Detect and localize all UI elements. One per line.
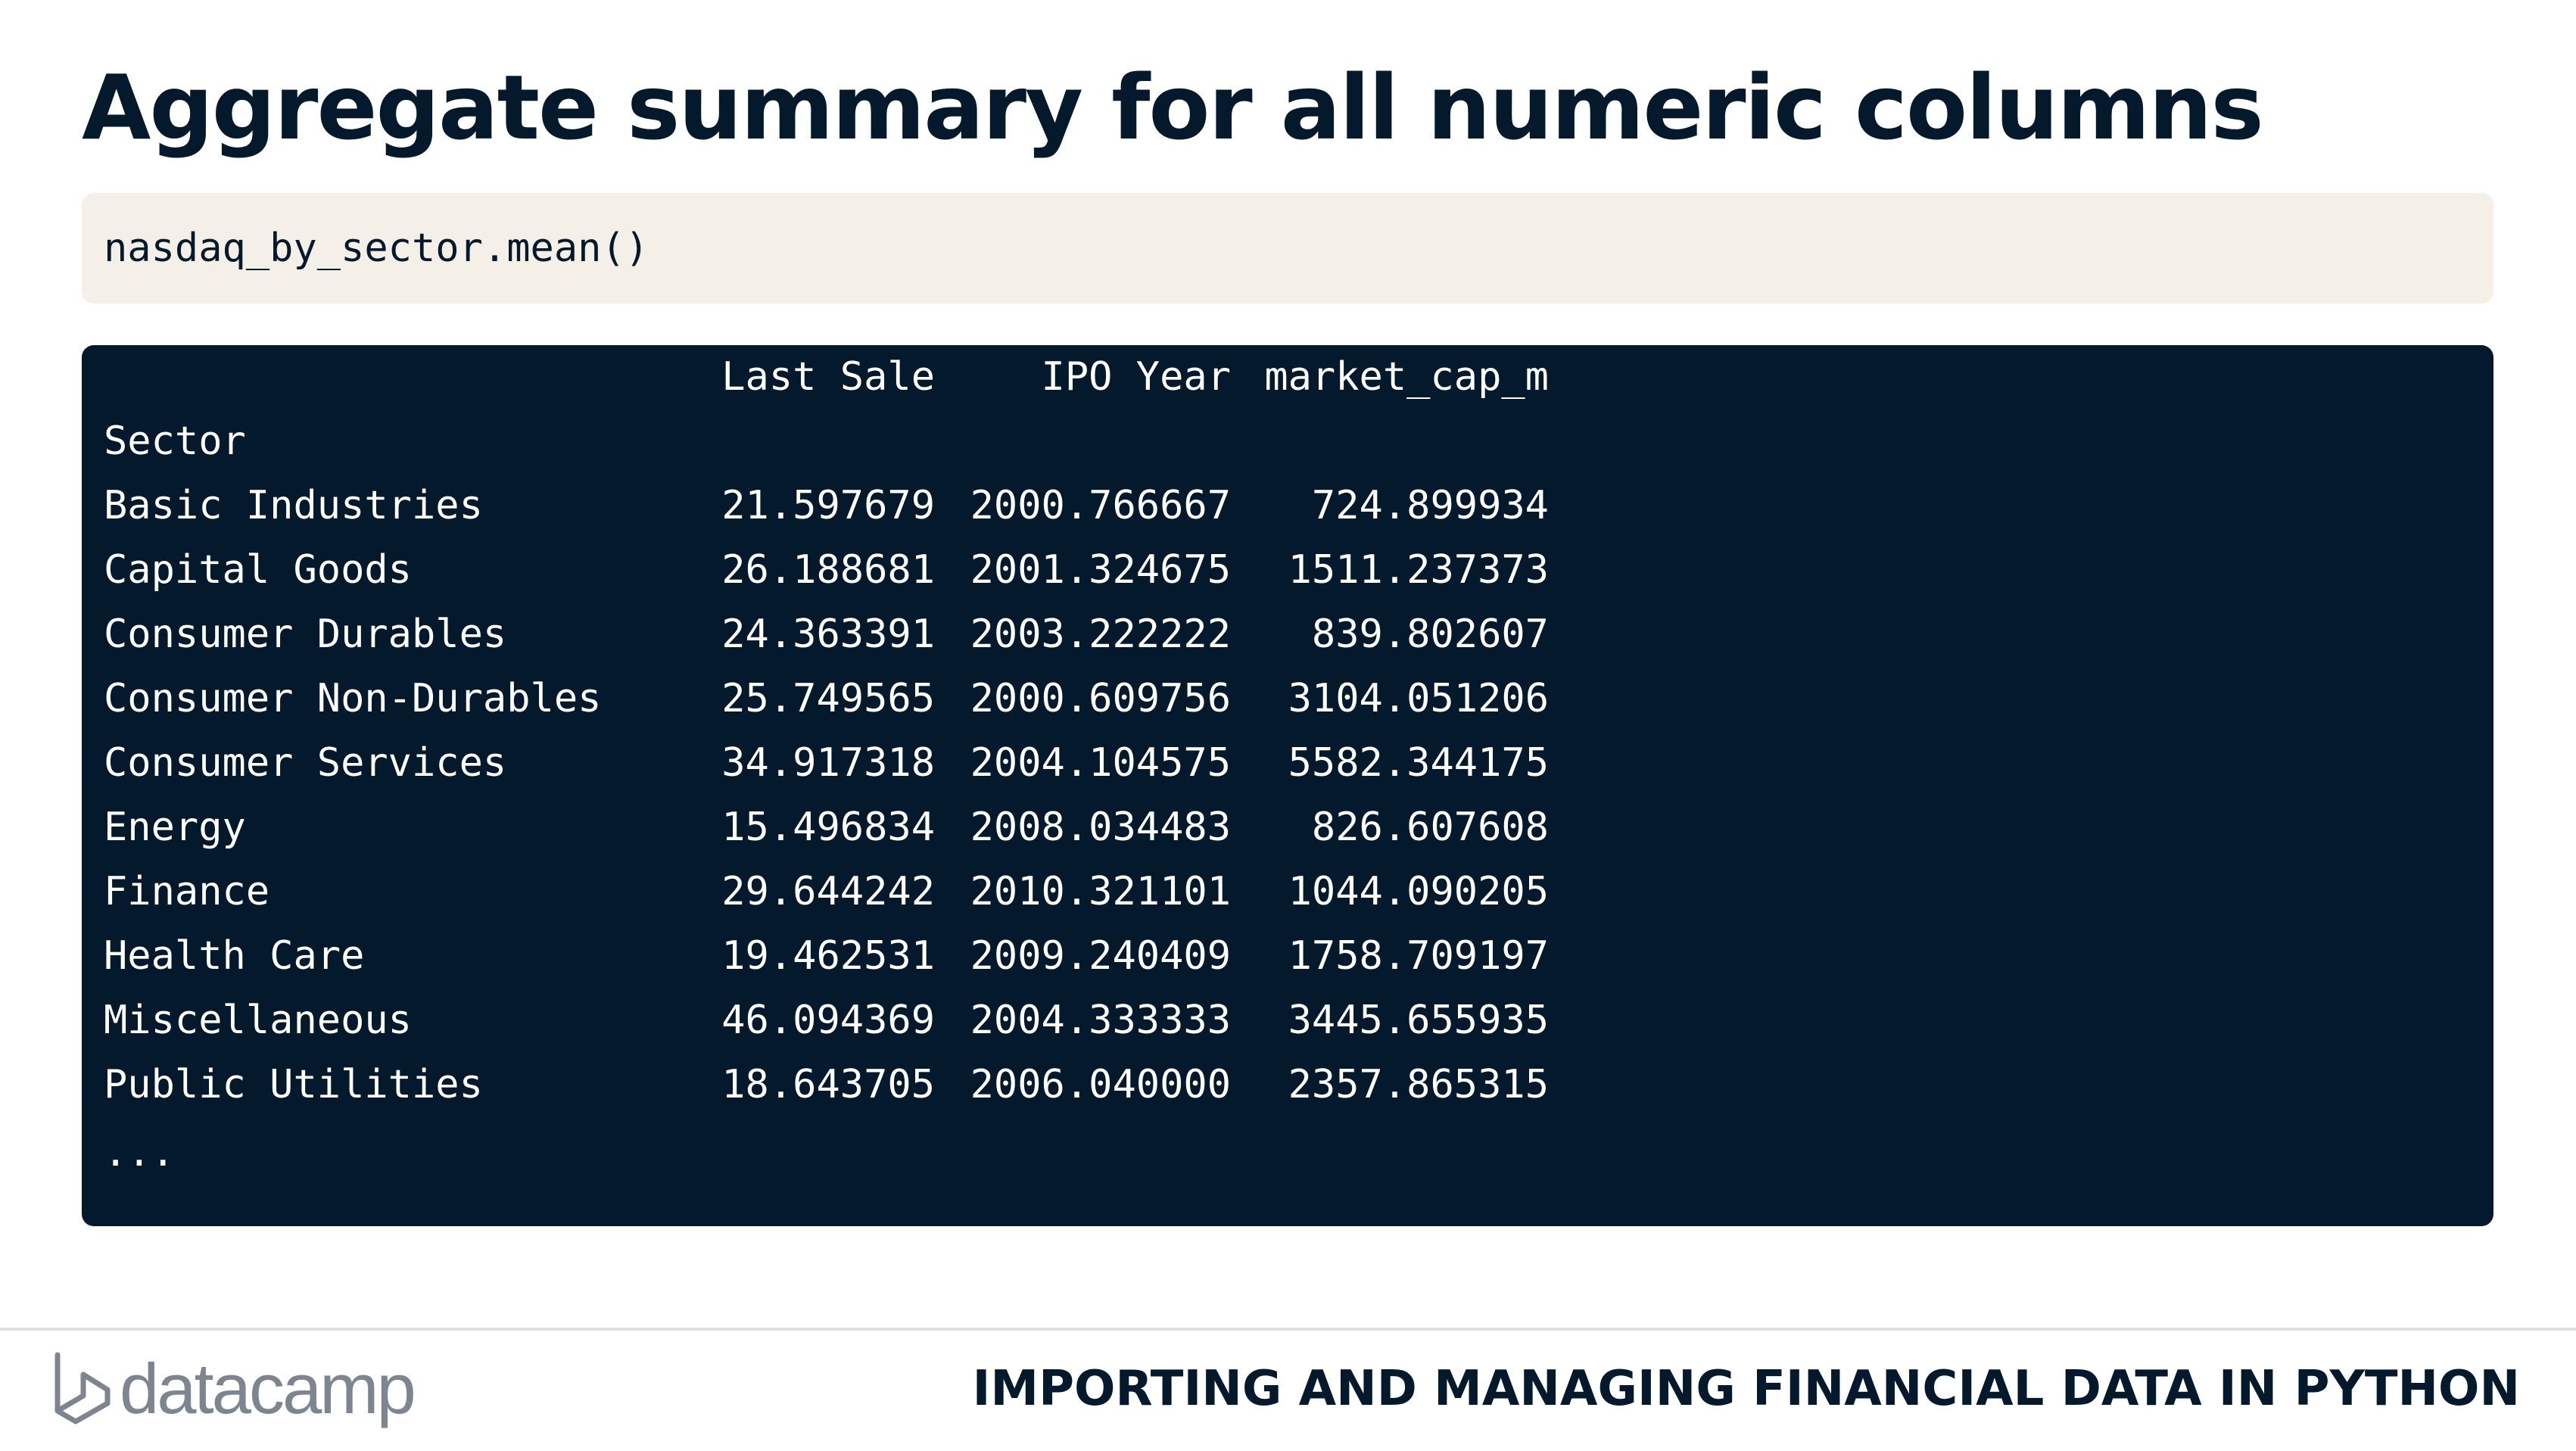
row-last-sale: 18.643705 bbox=[721, 1062, 935, 1107]
column-header-market-cap: market_cap_m bbox=[1264, 354, 1549, 400]
row-last-sale: 19.462531 bbox=[721, 933, 935, 979]
row-market-cap: 3445.655935 bbox=[1288, 998, 1549, 1043]
row-sector: Capital Goods bbox=[104, 547, 412, 593]
row-sector: Finance bbox=[104, 869, 270, 914]
row-ipo-year: 2004.104575 bbox=[970, 740, 1231, 786]
row-ipo-year: 2010.321101 bbox=[970, 869, 1231, 914]
table-row: Consumer Non-Durables 25.749565 2000.609… bbox=[104, 667, 1549, 731]
row-sector: Consumer Non-Durables bbox=[104, 676, 602, 721]
row-sector: Miscellaneous bbox=[104, 998, 412, 1043]
row-sector: Consumer Durables bbox=[104, 612, 507, 657]
row-last-sale: 29.644242 bbox=[721, 869, 935, 914]
datacamp-logo-icon bbox=[55, 1352, 111, 1425]
row-market-cap: 2357.865315 bbox=[1288, 1062, 1549, 1107]
output-header-row: Last Sale IPO Year market_cap_m bbox=[104, 345, 1549, 409]
row-market-cap: 1511.237373 bbox=[1288, 547, 1549, 593]
row-sector: Public Utilities bbox=[104, 1062, 483, 1107]
index-name: Sector bbox=[104, 419, 246, 464]
row-sector: Energy bbox=[104, 805, 246, 850]
row-sector: Basic Industries bbox=[104, 483, 483, 528]
row-market-cap: 1758.709197 bbox=[1288, 933, 1549, 979]
row-last-sale: 21.597679 bbox=[721, 483, 935, 528]
row-sector: Consumer Services bbox=[104, 740, 507, 786]
row-market-cap: 3104.051206 bbox=[1288, 676, 1549, 721]
column-header-ipo-year: IPO Year bbox=[1041, 354, 1231, 400]
code-output-block: Last Sale IPO Year market_cap_m Sector B… bbox=[82, 345, 2493, 1226]
row-ipo-year: 2000.609756 bbox=[970, 676, 1231, 721]
code-input-text: nasdaq_by_sector.mean() bbox=[104, 226, 649, 271]
table-row: Capital Goods 26.188681 2001.324675 1511… bbox=[104, 538, 1549, 603]
table-row: Consumer Services 34.917318 2004.104575 … bbox=[104, 731, 1549, 796]
row-ipo-year: 2004.333333 bbox=[970, 998, 1231, 1043]
table-row: Health Care 19.462531 2009.240409 1758.7… bbox=[104, 924, 1549, 989]
row-market-cap: 5582.344175 bbox=[1288, 740, 1549, 786]
slide-title: Aggregate summary for all numeric column… bbox=[82, 55, 2264, 160]
row-last-sale: 26.188681 bbox=[721, 547, 935, 593]
row-last-sale: 15.496834 bbox=[721, 805, 935, 850]
row-ipo-year: 2003.222222 bbox=[970, 612, 1231, 657]
row-last-sale: 46.094369 bbox=[721, 998, 935, 1043]
row-ipo-year: 2009.240409 bbox=[970, 933, 1231, 979]
row-ipo-year: 2001.324675 bbox=[970, 547, 1231, 593]
output-ellipsis: ... bbox=[104, 1130, 175, 1175]
course-title: IMPORTING AND MANAGING FINANCIAL DATA IN… bbox=[972, 1361, 2520, 1417]
row-last-sale: 34.917318 bbox=[721, 740, 935, 786]
row-last-sale: 24.363391 bbox=[721, 612, 935, 657]
row-market-cap: 1044.090205 bbox=[1288, 869, 1549, 914]
row-ipo-year: 2008.034483 bbox=[970, 805, 1231, 850]
table-row: Finance 29.644242 2010.321101 1044.09020… bbox=[104, 860, 1549, 924]
datacamp-logo: datacamp bbox=[53, 1349, 416, 1428]
row-market-cap: 826.607608 bbox=[1311, 805, 1549, 850]
row-ipo-year: 2000.766667 bbox=[970, 483, 1231, 528]
index-name-row: Sector bbox=[104, 409, 246, 474]
row-last-sale: 25.749565 bbox=[721, 676, 935, 721]
row-ipo-year: 2006.040000 bbox=[970, 1062, 1231, 1107]
footer-divider bbox=[0, 1328, 2576, 1331]
datacamp-logo-text: datacamp bbox=[120, 1349, 416, 1428]
row-sector: Health Care bbox=[104, 933, 365, 979]
code-input-block: nasdaq_by_sector.mean() bbox=[82, 193, 2493, 304]
table-row: Public Utilities 18.643705 2006.040000 2… bbox=[104, 1053, 1549, 1117]
row-market-cap: 724.899934 bbox=[1311, 483, 1549, 528]
table-row: Basic Industries 21.597679 2000.766667 7… bbox=[104, 474, 1549, 538]
table-row: Miscellaneous 46.094369 2004.333333 3445… bbox=[104, 989, 1549, 1053]
table-row: Consumer Durables 24.363391 2003.222222 … bbox=[104, 603, 1549, 667]
table-row: Energy 15.496834 2008.034483 826.607608 bbox=[104, 796, 1549, 860]
output-ellipsis-row: ... bbox=[104, 1121, 198, 1185]
row-market-cap: 839.802607 bbox=[1311, 612, 1549, 657]
column-header-last-sale: Last Sale bbox=[721, 354, 935, 400]
